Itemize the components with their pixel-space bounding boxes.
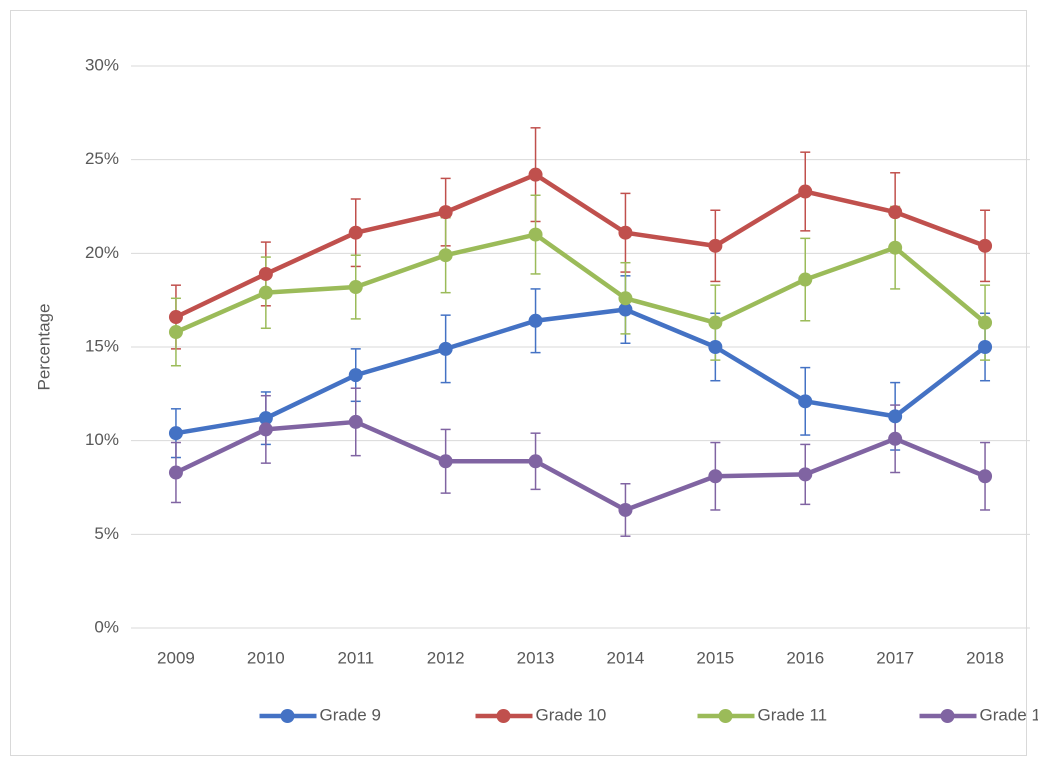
data-point — [978, 315, 993, 330]
data-point — [798, 467, 813, 482]
data-point — [978, 340, 993, 354]
x-tick-label: 2014 — [607, 648, 645, 667]
data-point — [348, 368, 363, 383]
legend-label: Grade 9 — [320, 705, 381, 724]
data-point — [348, 414, 363, 429]
data-point — [708, 315, 723, 330]
data-point — [438, 454, 453, 469]
y-tick-label: 10% — [85, 430, 119, 449]
data-point — [258, 411, 273, 426]
x-tick-label: 2017 — [876, 648, 914, 667]
data-point — [528, 313, 543, 328]
data-point — [618, 225, 633, 240]
data-point — [708, 469, 723, 484]
data-point — [168, 465, 183, 480]
x-tick-label: 2012 — [427, 648, 465, 667]
series-line — [173, 172, 988, 320]
y-axis-label: Percentage — [34, 304, 53, 391]
series-line — [173, 419, 988, 513]
data-point — [438, 341, 453, 356]
data-point — [258, 422, 273, 437]
legend-label: Grade 11 — [758, 705, 828, 724]
x-tick-label: 2011 — [337, 648, 374, 667]
data-point — [978, 469, 993, 484]
x-tick-label: 2016 — [786, 648, 824, 667]
x-tick-label: 2009 — [157, 648, 195, 667]
x-tick-label: 2018 — [966, 648, 1004, 667]
legend-marker — [940, 709, 955, 723]
data-point — [168, 325, 183, 340]
y-tick-label: 30% — [85, 55, 119, 74]
data-point — [258, 266, 273, 281]
legend-marker — [496, 709, 511, 723]
data-point — [888, 409, 903, 424]
x-tick-label: 2013 — [517, 648, 555, 667]
data-point — [258, 285, 273, 300]
data-point — [168, 310, 183, 325]
y-tick-label: 15% — [85, 336, 119, 355]
data-point — [798, 394, 813, 409]
data-point — [618, 302, 633, 317]
data-point — [528, 167, 543, 182]
y-tick-label: 0% — [94, 617, 119, 636]
data-point — [708, 340, 723, 354]
data-point — [528, 454, 543, 469]
data-point — [618, 291, 633, 306]
x-tick-label: 2015 — [696, 648, 734, 667]
data-point — [798, 184, 813, 199]
y-tick-label: 5% — [94, 524, 119, 543]
data-point — [438, 205, 453, 220]
data-point — [168, 426, 183, 441]
x-tick-label: 2010 — [247, 648, 285, 667]
legend-marker — [718, 709, 733, 723]
data-point — [798, 272, 813, 287]
legend-marker — [280, 709, 295, 723]
legend-label: Grade 10 — [536, 705, 607, 724]
data-point — [528, 227, 543, 242]
data-point — [618, 502, 633, 517]
data-point — [348, 280, 363, 295]
data-point — [888, 205, 903, 220]
legend-label: Grade 12 — [980, 705, 1038, 724]
data-point — [438, 248, 453, 263]
data-point — [978, 238, 993, 253]
y-tick-label: 25% — [85, 149, 119, 168]
series-line — [173, 307, 988, 436]
chart-frame — [10, 10, 1027, 756]
data-point — [348, 225, 363, 240]
data-point — [708, 238, 723, 253]
series-line — [173, 232, 988, 335]
y-tick-label: 20% — [85, 243, 119, 262]
data-point — [888, 240, 903, 255]
data-point — [888, 431, 903, 446]
